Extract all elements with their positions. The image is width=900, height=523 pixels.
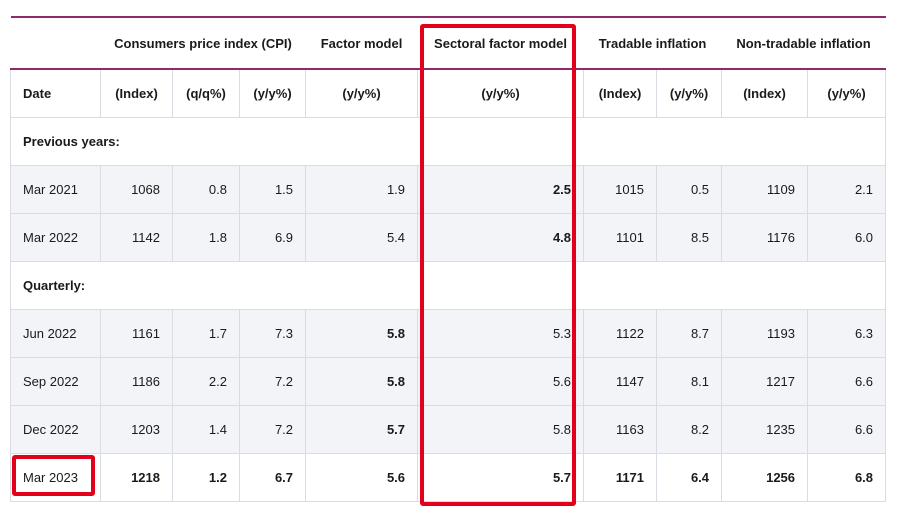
cell-tradable-index: 1163 (583, 405, 658, 454)
cell-tradable-index: 1122 (583, 309, 658, 358)
cell-factor-model: 1.9 (305, 165, 419, 214)
cell-sectoral-factor-model: 5.8 (417, 405, 585, 454)
cell-date: Mar 2021 (10, 165, 101, 214)
unit-header-non-tradable-yy: (y/y%) (807, 69, 887, 118)
cell-factor-model: 5.4 (305, 213, 419, 262)
cell-tradable-yy: 8.5 (656, 213, 723, 262)
cell-tradable-yy: 6.4 (656, 453, 723, 502)
unit-header-tradable-yy: (y/y%) (656, 69, 722, 118)
cell-cpi-qq: 1.4 (172, 405, 240, 454)
cell-non-tradable-yy: 6.3 (807, 309, 887, 358)
cell-tradable-yy: 8.2 (656, 405, 723, 454)
cell-sectoral-factor-model: 4.8 (417, 213, 585, 262)
cell-cpi-yy: 1.5 (238, 165, 307, 214)
table-row: Mar 2022 1142 1.8 6.9 5.4 4.8 1101 8.5 1… (10, 213, 887, 262)
inflation-table: Consumers price index (CPI) Factor model… (9, 16, 887, 502)
cell-cpi-yy: 7.2 (238, 405, 307, 454)
cell-tradable-index: 1171 (583, 453, 658, 502)
cell-cpi-index: 1186 (100, 357, 173, 406)
cell-tradable-index: 1015 (583, 165, 658, 214)
cell-non-tradable-index: 1193 (721, 309, 809, 358)
cell-tradable-index: 1147 (583, 357, 658, 406)
cell-non-tradable-yy: 2.1 (807, 165, 887, 214)
table-row: Jun 2022 1161 1.7 7.3 5.8 5.3 1122 8.7 1… (10, 309, 887, 358)
table-row-latest: Mar 2023 1218 1.2 6.7 5.6 5.7 1171 6.4 1… (10, 453, 887, 502)
cell-tradable-yy: 0.5 (656, 165, 723, 214)
cell-cpi-index: 1142 (100, 213, 173, 262)
unit-header-sectoral-yy: (y/y%) (417, 69, 584, 118)
cell-date: Jun 2022 (10, 309, 101, 358)
cell-cpi-index: 1203 (100, 405, 173, 454)
cell-sectoral-factor-model: 5.3 (417, 309, 585, 358)
section-row-quarterly: Quarterly: (9, 261, 887, 310)
unit-header-cpi-yy: (y/y%) (238, 69, 306, 118)
section-row-previous-years: Previous years: (9, 117, 887, 166)
cell-cpi-yy: 7.2 (238, 357, 307, 406)
cell-tradable-yy: 8.1 (656, 357, 723, 406)
group-header-non-tradable-inflation: Non-tradable inflation (721, 16, 886, 70)
unit-header-factor-yy: (y/y%) (305, 69, 418, 118)
group-header-date (10, 16, 101, 70)
cell-cpi-yy: 6.7 (238, 453, 307, 502)
unit-header-date: Date (10, 69, 101, 118)
cell-factor-model: 5.8 (305, 309, 419, 358)
cell-date: Dec 2022 (10, 405, 101, 454)
cell-cpi-yy: 6.9 (238, 213, 307, 262)
cpi-table-container: Consumers price index (CPI) Factor model… (9, 16, 887, 502)
cell-cpi-qq: 1.2 (172, 453, 240, 502)
unit-header-cpi-qq: (q/q%) (172, 69, 240, 118)
cell-non-tradable-index: 1109 (721, 165, 809, 214)
table-row: Sep 2022 1186 2.2 7.2 5.8 5.6 1147 8.1 1… (10, 357, 887, 406)
column-group-header-row: Consumers price index (CPI) Factor model… (10, 16, 886, 70)
cell-non-tradable-yy: 6.8 (807, 453, 887, 502)
cell-cpi-index: 1161 (100, 309, 173, 358)
cell-date: Mar 2022 (10, 213, 101, 262)
cell-factor-model: 5.6 (305, 453, 419, 502)
cell-non-tradable-index: 1176 (721, 213, 809, 262)
group-header-factor-model: Factor model (305, 16, 418, 70)
cell-tradable-index: 1101 (583, 213, 658, 262)
cell-cpi-yy: 7.3 (238, 309, 307, 358)
cell-cpi-qq: 1.7 (172, 309, 240, 358)
section-title: Previous years: (9, 117, 887, 166)
cell-non-tradable-index: 1235 (721, 405, 809, 454)
table-row: Dec 2022 1203 1.4 7.2 5.7 5.8 1163 8.2 1… (10, 405, 887, 454)
cell-non-tradable-yy: 6.0 (807, 213, 887, 262)
unit-header-cpi-index: (Index) (100, 69, 173, 118)
cell-sectoral-factor-model: 5.7 (417, 453, 585, 502)
cell-cpi-qq: 2.2 (172, 357, 240, 406)
cell-sectoral-factor-model: 5.6 (417, 357, 585, 406)
cell-cpi-index: 1218 (100, 453, 173, 502)
group-header-sectoral-factor-model: Sectoral factor model (417, 16, 584, 70)
cell-non-tradable-index: 1256 (721, 453, 809, 502)
cell-sectoral-factor-model: 2.5 (417, 165, 585, 214)
unit-header-tradable-index: (Index) (583, 69, 657, 118)
cell-non-tradable-yy: 6.6 (807, 405, 887, 454)
cell-factor-model: 5.8 (305, 357, 419, 406)
cell-tradable-yy: 8.7 (656, 309, 723, 358)
cell-factor-model: 5.7 (305, 405, 419, 454)
cell-date: Sep 2022 (10, 357, 101, 406)
cell-non-tradable-yy: 6.6 (807, 357, 887, 406)
cell-cpi-index: 1068 (100, 165, 173, 214)
group-header-tradable-inflation: Tradable inflation (583, 16, 722, 70)
unit-header-row: Date (Index) (q/q%) (y/y%) (y/y%) (y/y%)… (10, 69, 887, 118)
unit-header-non-tradable-index: (Index) (721, 69, 808, 118)
table-row: Mar 2021 1068 0.8 1.5 1.9 2.5 1015 0.5 1… (10, 165, 887, 214)
section-title: Quarterly: (9, 261, 887, 310)
cell-cpi-qq: 1.8 (172, 213, 240, 262)
cell-date: Mar 2023 (10, 453, 101, 502)
cell-cpi-qq: 0.8 (172, 165, 240, 214)
cell-non-tradable-index: 1217 (721, 357, 809, 406)
group-header-cpi: Consumers price index (CPI) (100, 16, 306, 70)
